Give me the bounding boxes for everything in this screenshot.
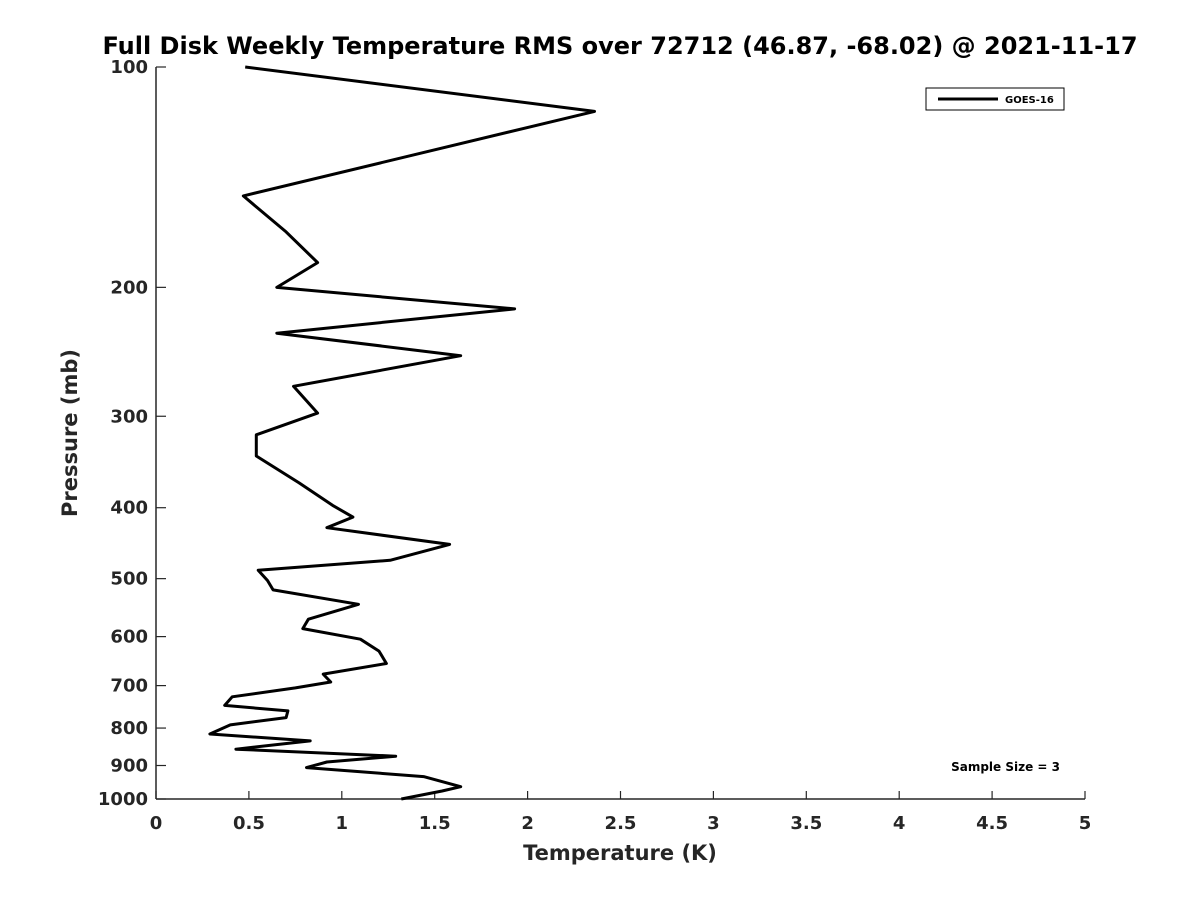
chart-title: Full Disk Weekly Temperature RMS over 72…	[102, 32, 1137, 60]
x-tick-label: 4	[893, 813, 906, 834]
x-tick-label: 3	[707, 813, 720, 834]
series-line-goes-16	[208, 65, 596, 801]
series-layer	[208, 65, 596, 801]
x-tick-label: 1	[336, 813, 349, 834]
x-tick-label: 0	[150, 813, 163, 834]
y-tick-label: 700	[110, 676, 148, 697]
x-tick-label: 0.5	[233, 813, 265, 834]
y-tick-label: 1000	[98, 789, 148, 810]
y-tick-label: 500	[110, 569, 148, 590]
x-tick-label: 2.5	[605, 813, 637, 834]
legend: GOES-16	[925, 87, 1065, 111]
sample-size-annotation: Sample Size = 3	[951, 760, 1060, 774]
y-axis-ticks: 100 200 300 400 500 600 700 800 900 1000	[98, 57, 166, 810]
x-tick-label: 1.5	[419, 813, 451, 834]
x-tick-label: 3.5	[790, 813, 822, 834]
x-tick-label: 4.5	[976, 813, 1008, 834]
y-tick-label: 400	[110, 498, 148, 519]
y-tick-label: 800	[110, 718, 148, 739]
y-tick-label: 900	[110, 756, 148, 777]
y-tick-label: 600	[110, 627, 148, 648]
x-axis-ticks: 0 0.5 1 1.5 2 2.5 3 3.5 4 4.5 5	[150, 791, 1092, 834]
x-tick-label: 2	[521, 813, 534, 834]
y-tick-label: 300	[110, 406, 148, 427]
legend-entry-goes-16: GOES-16	[1005, 95, 1054, 106]
y-axis-label: Pressure (mb)	[58, 349, 82, 517]
x-tick-label: 5	[1079, 813, 1092, 834]
x-axis-label: Temperature (K)	[523, 841, 717, 865]
y-tick-label: 200	[110, 277, 148, 298]
y-tick-label: 100	[110, 57, 148, 78]
